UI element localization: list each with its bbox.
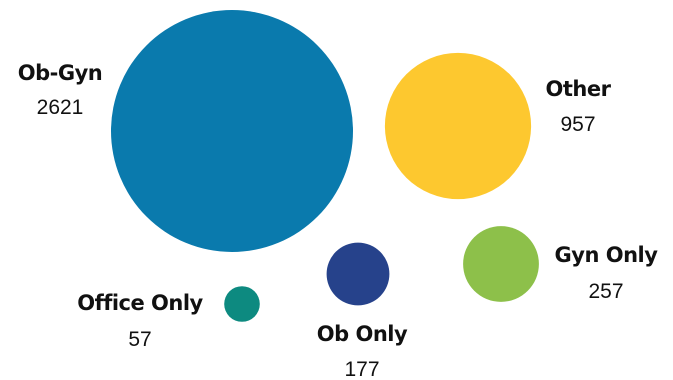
- bubbles-layer: [111, 10, 539, 322]
- bubble-gyn-only: [463, 226, 539, 302]
- labels-layer: Ob-Gyn 2621 Other 957 Gyn Only 257 Ob Only 177 O…: [18, 61, 659, 380]
- category-label-ob-only: Ob Only: [317, 322, 408, 346]
- value-label-ob-gyn: 2621: [37, 96, 84, 119]
- bubble-ob-gyn: [111, 10, 353, 252]
- category-label-other: Other: [546, 77, 612, 101]
- value-label-other: 957: [560, 113, 595, 136]
- category-label-ob-gyn: Ob-Gyn: [18, 61, 102, 85]
- bubble-ob-only: [326, 242, 390, 306]
- value-label-office-only: 57: [128, 328, 151, 351]
- value-label-ob-only: 177: [344, 358, 379, 380]
- category-label-office-only: Office Only: [77, 291, 203, 315]
- bubble-office-only: [224, 286, 260, 322]
- category-label-gyn-only: Gyn Only: [555, 243, 659, 267]
- value-label-gyn-only: 257: [588, 280, 623, 303]
- bubble-other: [384, 52, 532, 200]
